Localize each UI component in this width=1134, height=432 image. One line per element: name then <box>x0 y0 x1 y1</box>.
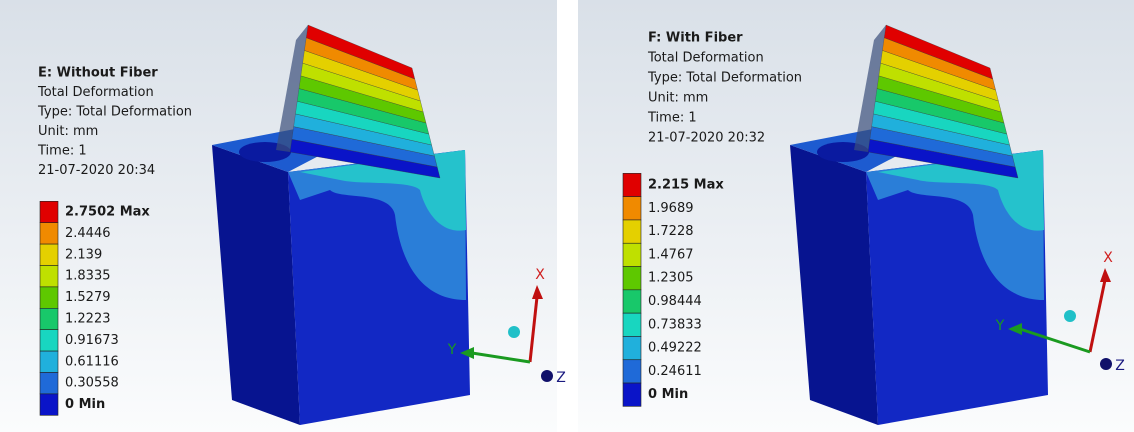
axis-label: X <box>1103 250 1113 266</box>
legend-label: 1.9689 <box>648 201 694 216</box>
legend-swatch <box>40 287 58 308</box>
legend-label: 1.5279 <box>65 290 111 305</box>
legend-swatch <box>40 223 58 244</box>
legend-swatch <box>623 173 641 196</box>
legend-label: 0.61116 <box>65 354 119 369</box>
legend-swatch <box>623 360 641 383</box>
result-info: Type: Total Deformation <box>37 105 192 120</box>
legend-label: 1.7228 <box>648 224 694 239</box>
axis-z <box>541 370 553 382</box>
legend-label: 0 Min <box>65 397 105 412</box>
result-info: Total Deformation <box>37 85 154 100</box>
legend-label: 1.2305 <box>648 271 694 286</box>
result-title: E: Without Fiber <box>38 66 158 81</box>
axis-label: X <box>535 267 545 283</box>
legend-label: 0.49222 <box>648 341 702 356</box>
result-info: Type: Total Deformation <box>647 71 802 86</box>
legend-swatch <box>623 220 641 243</box>
result-info: Unit: mm <box>648 91 708 106</box>
result-info: Unit: mm <box>38 124 98 139</box>
result-info: 21-07-2020 20:32 <box>648 131 765 146</box>
legend-swatch <box>40 308 58 329</box>
axis-label: Z <box>1115 358 1125 374</box>
legend-label: 1.4767 <box>648 247 694 262</box>
result-info: Time: 1 <box>37 144 87 159</box>
legend-label: 1.8335 <box>65 269 111 284</box>
legend-swatch <box>40 266 58 287</box>
legend-label: 0 Min <box>648 387 688 402</box>
legend-swatch <box>40 394 58 415</box>
legend-label: 0.30558 <box>65 376 119 391</box>
axis-z <box>1100 358 1112 370</box>
legend-label: 2.215 Max <box>648 178 724 193</box>
legend-swatch <box>623 197 641 220</box>
legend-swatch <box>40 201 58 222</box>
axis-label: Y <box>995 318 1005 334</box>
screenshot: E: Without Fiber Total Deformation Type: T… <box>0 0 1134 432</box>
legend-label: 0.98444 <box>648 294 702 309</box>
legend-swatch <box>40 244 58 265</box>
legend-label: 0.73833 <box>648 317 702 332</box>
legend-label: 0.91673 <box>65 333 119 348</box>
legend-swatch <box>623 336 641 359</box>
legend-label: 2.7502 Max <box>65 205 150 220</box>
legend-swatch <box>623 243 641 266</box>
result-info: 21-07-2020 20:34 <box>38 163 155 178</box>
legend-swatch <box>40 351 58 372</box>
result-info: Time: 1 <box>647 111 697 126</box>
result-info: Total Deformation <box>647 51 764 66</box>
sphere <box>508 326 520 338</box>
legend-swatch <box>40 330 58 351</box>
legend-label: 1.2223 <box>65 312 111 327</box>
axis-label: Y <box>447 342 457 358</box>
legend-swatch <box>623 267 641 290</box>
legend-swatch <box>623 383 641 406</box>
legend-swatch <box>623 313 641 336</box>
axis-label: Z <box>556 370 566 386</box>
sphere <box>1064 310 1076 322</box>
legend-label: 2.4446 <box>65 226 111 241</box>
legend-label: 0.24611 <box>648 364 702 379</box>
legend-swatch <box>623 290 641 313</box>
legend-swatch <box>40 373 58 394</box>
legend-label: 2.139 <box>65 247 102 262</box>
result-title: F: With Fiber <box>648 31 743 46</box>
